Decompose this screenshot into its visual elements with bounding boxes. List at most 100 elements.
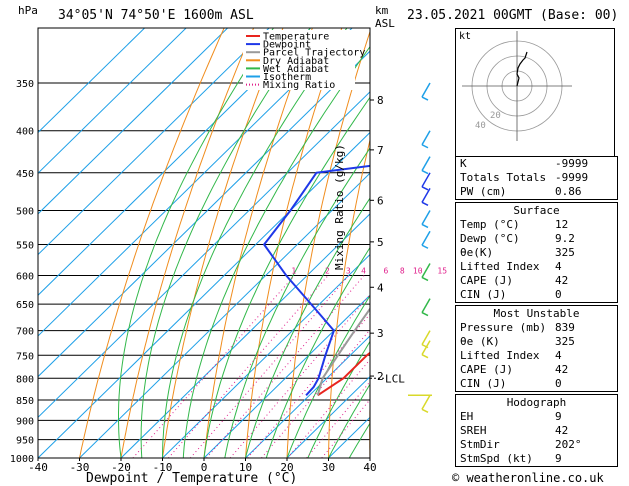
most-unstable-title: Most Unstable	[493, 307, 580, 320]
surface-label: Temp (°C)	[460, 218, 520, 231]
x-tick-label: 0	[201, 461, 208, 474]
pressure-tick-label: 400	[16, 127, 34, 138]
legend-label: Dry Adiabat	[263, 56, 329, 67]
wind-barb-flag	[421, 223, 429, 229]
wind-barb	[421, 82, 431, 98]
most-unstable-row: CAPE (J) 42	[456, 363, 617, 377]
height-km-label: 3	[377, 327, 384, 340]
wet-adiabat-line	[203, 96, 370, 458]
dry-adiabat-line	[120, 28, 255, 458]
index-label: Totals Totals	[460, 171, 547, 184]
wet-adiabat-line	[118, 28, 274, 458]
x-tick-label: -20	[111, 461, 131, 474]
isotherm-line	[38, 28, 270, 256]
hodograph-stat-label: StmSpd (kt)	[460, 452, 533, 465]
wind-barb	[421, 298, 431, 313]
dry-adiabat-line	[286, 30, 370, 458]
index-value: 0.86	[555, 185, 582, 198]
surface-table: Surface Temp (°C) 12 Dewp (°C) 9.2 θe(K) 325 L…	[455, 202, 618, 303]
height-km-label: 4	[377, 281, 384, 294]
location-title: 34°05'N 74°50'E 1600m ASL	[58, 8, 254, 23]
pressure-tick-label: 450	[16, 169, 34, 180]
wet-adiabat-line	[245, 197, 370, 458]
mixing-ratio-line	[206, 275, 365, 458]
pressure-tick-label: 900	[16, 416, 34, 427]
legend-label: Parcel Trajectory	[263, 48, 365, 59]
dry-adiabat-line	[328, 137, 370, 458]
x-tick-label: 20	[280, 461, 293, 474]
wind-barb-flag	[421, 408, 429, 413]
hodograph-trace	[516, 51, 528, 87]
most-unstable-value: 325	[555, 335, 575, 348]
isotherm-line	[38, 28, 187, 174]
hodograph-stat-row: EH 9	[456, 410, 617, 424]
index-label: PW (cm)	[460, 185, 507, 198]
wet-adiabat-line	[182, 45, 370, 458]
most-unstable-value: 0	[555, 377, 562, 390]
hodograph-stat-row: StmDir 202°	[456, 438, 617, 452]
mixing-ratio-line	[321, 398, 370, 458]
wind-barb	[421, 340, 431, 356]
wind-barb	[421, 172, 431, 188]
isotherm-line	[38, 28, 311, 296]
mixing-ratio-label: 10	[413, 267, 423, 276]
isotherm-line	[38, 28, 145, 134]
wind-barb	[421, 130, 431, 146]
dry-adiabat-line	[79, 28, 225, 458]
surface-value: 325	[555, 246, 575, 259]
asl-axis-unit: ASL	[375, 17, 395, 30]
most-unstable-table: Most Unstable Pressure (mb) 839 θe (K) 325 L…	[455, 305, 618, 392]
surface-value: 4	[555, 260, 562, 273]
legend-label: Isotherm	[263, 72, 311, 83]
surface-label: Dewp (°C)	[460, 232, 520, 245]
legend-box	[243, 30, 355, 90]
x-tick-label: 40	[363, 461, 376, 474]
wind-barb	[421, 230, 431, 246]
wind-barb-flag	[421, 201, 429, 207]
hodograph-plot: 20 40 kt	[455, 28, 615, 158]
index-value: -9999	[555, 171, 589, 184]
most-unstable-row: Pressure (mb) 839	[456, 321, 617, 335]
surface-label: CIN (J)	[460, 288, 507, 301]
mixing-ratio-line	[247, 313, 370, 458]
indices-table: K -9999 Totals Totals -9999 PW (cm) 0.86	[455, 156, 618, 200]
most-unstable-value: 839	[555, 321, 575, 334]
most-unstable-label: CIN (J)	[460, 377, 507, 390]
wind-barb-flag	[421, 169, 429, 175]
surface-row: Temp (°C) 12	[456, 218, 617, 232]
most-unstable-label: Lifted Index	[460, 349, 540, 362]
copyright-footer: © weatheronline.co.uk	[452, 471, 604, 485]
surface-label: CAPE (J)	[460, 274, 513, 287]
index-row: Totals Totals -9999	[456, 171, 617, 185]
wind-barb	[421, 210, 431, 225]
pressure-tick-label: 950	[16, 436, 34, 447]
x-tick-label: -10	[153, 461, 173, 474]
hodograph-stat-label: EH	[460, 410, 474, 423]
pressure-tick-label: 500	[16, 206, 34, 217]
mixing-ratio-axis-label: Mixing Ratio (g/kg)	[333, 144, 346, 270]
wind-barb	[421, 330, 431, 345]
index-row: PW (cm) 0.86	[456, 185, 617, 199]
x-tick-label: -30	[70, 461, 90, 474]
x-tick-label: -40	[28, 461, 48, 474]
mixing-ratio-label: 2	[325, 267, 330, 276]
hpa-axis-unit: hPa	[18, 4, 38, 17]
wind-barb-flag	[421, 276, 429, 282]
wind-barb	[421, 394, 431, 410]
wet-adiabat-line	[286, 294, 370, 458]
index-row: K -9999	[456, 157, 617, 171]
hodograph-table: Hodograph EH 9 SREH 42 StmDir 202° StmSpd (kt)…	[455, 394, 618, 467]
wind-barb-flag	[421, 354, 429, 359]
wet-adiabat-line	[265, 246, 370, 458]
legend-label: Wet Adiabat	[263, 64, 329, 75]
most-unstable-value: 42	[555, 363, 569, 376]
pressure-tick-label: 600	[16, 272, 34, 283]
hodograph-stat-row: StmSpd (kt) 9	[456, 452, 617, 466]
surface-value: 9.2	[555, 232, 575, 245]
dry-adiabat-line	[203, 28, 313, 458]
hodograph-stat-value: 9	[555, 452, 562, 465]
parcel-trajectory-line	[316, 307, 370, 396]
pressure-tick-label: 1000	[10, 454, 34, 465]
wind-barb	[421, 263, 431, 278]
